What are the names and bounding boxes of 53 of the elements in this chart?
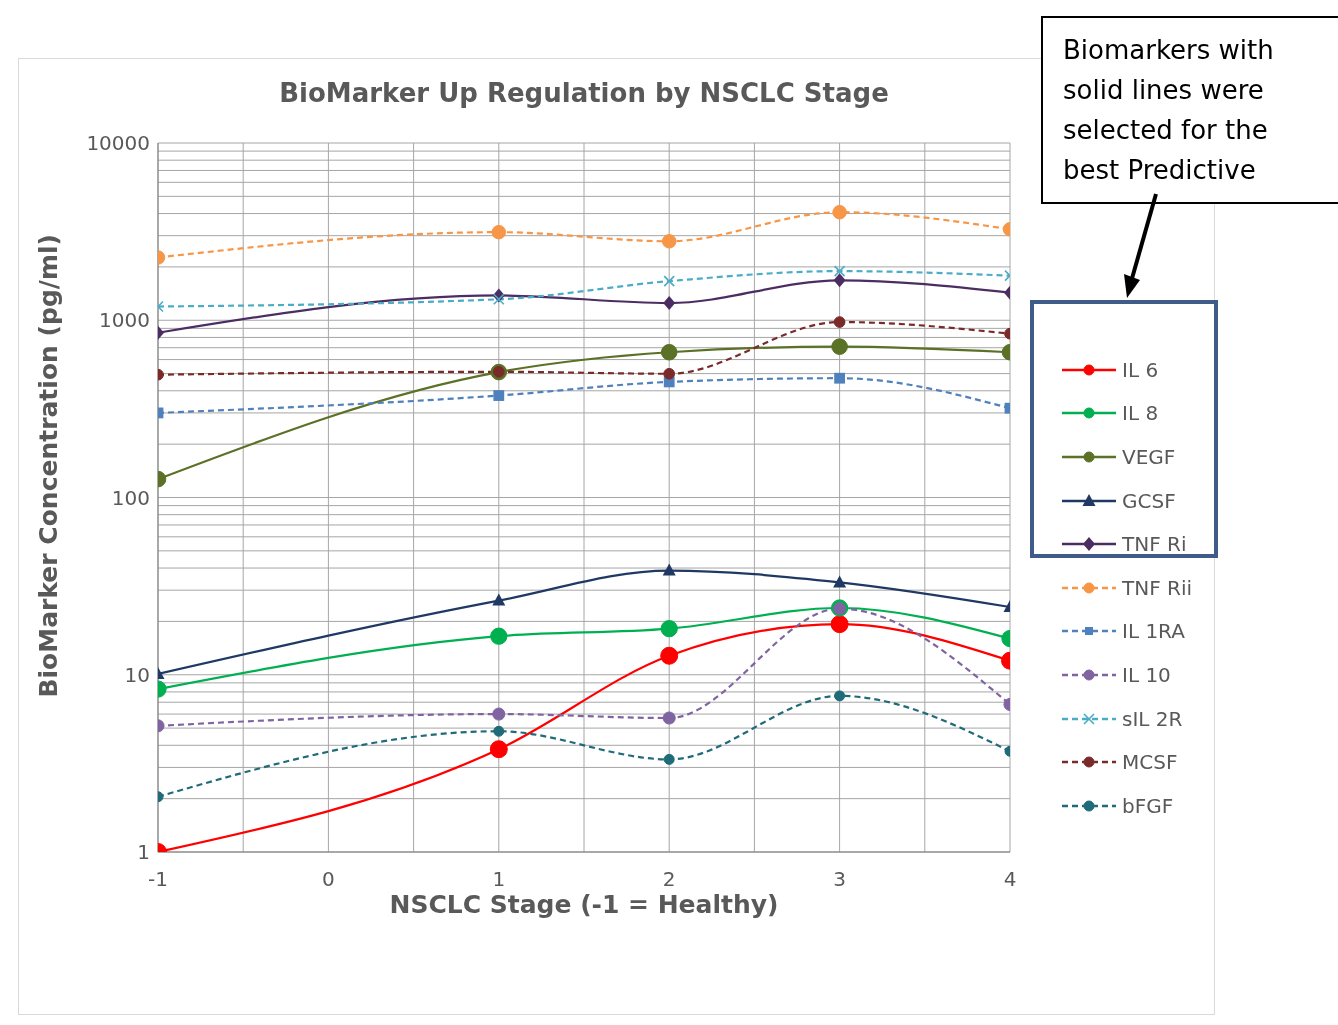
y-tick-label: 10 bbox=[124, 662, 150, 687]
point bbox=[492, 593, 506, 606]
point bbox=[834, 372, 845, 384]
point bbox=[493, 725, 505, 737]
x-tick-label: 3 bbox=[833, 867, 846, 892]
point bbox=[663, 753, 675, 765]
y-tick-label: 10000 bbox=[86, 131, 150, 156]
point bbox=[489, 740, 508, 759]
y-tick-label: 1 bbox=[137, 840, 150, 865]
point bbox=[830, 615, 849, 634]
point bbox=[491, 224, 507, 240]
legend-label: VEGF bbox=[1122, 444, 1176, 469]
point bbox=[662, 711, 676, 725]
point bbox=[493, 390, 505, 401]
chart-title: BioMarker Up Regulation by NSCLC Stage bbox=[278, 78, 890, 108]
text: Biomarkers with solid lines were selected for the best Predictive bbox=[1041, 16, 1338, 204]
legend-label: bFGF bbox=[1122, 793, 1174, 818]
point bbox=[660, 646, 679, 665]
x-tick-label: 2 bbox=[662, 867, 676, 892]
point bbox=[492, 707, 506, 721]
legend-label: MCSF bbox=[1122, 750, 1178, 775]
point bbox=[832, 204, 847, 220]
x-tick-label: 0 bbox=[322, 867, 335, 892]
x-axis-title: NSCLC Stage (-1 = Healthy) bbox=[389, 890, 779, 919]
legend-label: GCSF bbox=[1122, 488, 1176, 513]
y-tick-label: 1000 bbox=[99, 308, 150, 333]
y-tick-label: 100 bbox=[111, 485, 150, 510]
point bbox=[660, 620, 678, 638]
x-tick-label: -1 bbox=[148, 867, 168, 892]
point bbox=[663, 367, 676, 380]
point bbox=[660, 343, 678, 361]
point bbox=[490, 627, 508, 645]
point bbox=[833, 265, 846, 277]
point bbox=[663, 275, 675, 287]
point bbox=[833, 316, 846, 328]
point bbox=[661, 234, 677, 249]
point bbox=[834, 690, 846, 702]
point bbox=[663, 296, 676, 311]
point bbox=[662, 563, 676, 576]
legend-label: IL 10 bbox=[1122, 662, 1171, 687]
x-tick-label: 1 bbox=[492, 867, 506, 892]
legend-label: IL 1RA bbox=[1122, 619, 1185, 644]
legend-label: IL 8 bbox=[1122, 401, 1159, 426]
point bbox=[831, 338, 848, 355]
point bbox=[833, 575, 847, 588]
legend-label: TNF Ri bbox=[1122, 532, 1187, 557]
point bbox=[493, 293, 505, 306]
point bbox=[833, 273, 846, 288]
legend-label: IL 6 bbox=[1122, 357, 1159, 382]
legend-label: sIL 2R bbox=[1122, 706, 1183, 731]
y-axis-title: BioMarker Concentration (pg/ml) bbox=[33, 234, 63, 698]
legend-label: TNF Rii bbox=[1122, 575, 1193, 600]
x-tick-label: 4 bbox=[1003, 867, 1017, 892]
